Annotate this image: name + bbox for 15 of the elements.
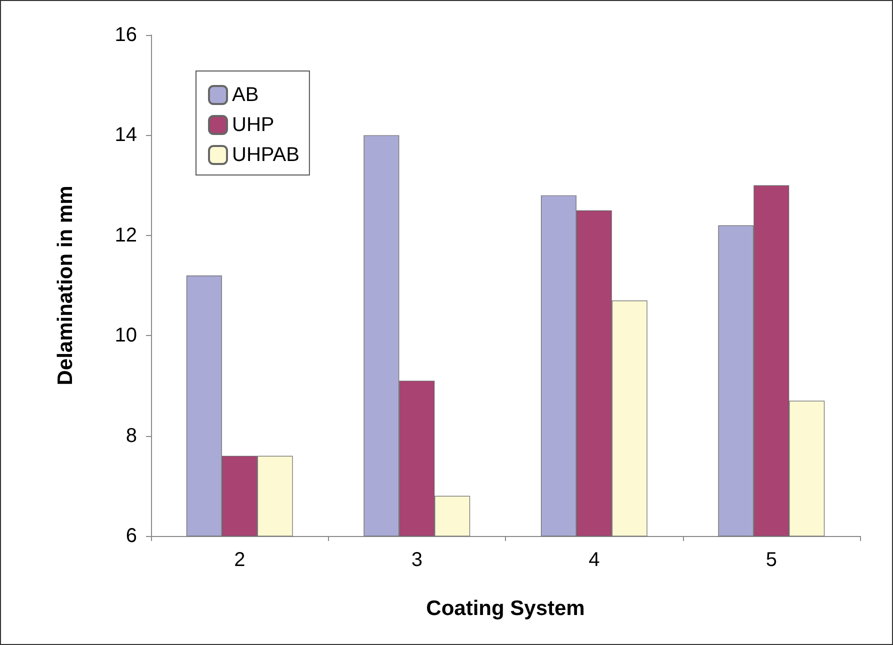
y-axis-title: Delamination in mm xyxy=(54,186,77,386)
y-tick-label: 10 xyxy=(114,324,137,347)
legend-label: UHP xyxy=(232,114,274,136)
x-tick-label: 4 xyxy=(588,549,600,571)
y-tick-label: 16 xyxy=(114,24,137,46)
y-tick-label: 12 xyxy=(114,224,137,246)
x-axis-title: Coating System xyxy=(426,597,585,620)
x-tick-label: 3 xyxy=(411,549,422,571)
x-tick-label: 2 xyxy=(234,549,246,571)
x-tick-label: 5 xyxy=(766,549,777,571)
y-tick-label: 6 xyxy=(126,525,137,547)
legend-label: AB xyxy=(232,84,259,106)
y-tick-label: 14 xyxy=(114,124,137,146)
y-tick-label: 8 xyxy=(126,424,137,447)
legend-label: UHPAB xyxy=(232,144,300,166)
